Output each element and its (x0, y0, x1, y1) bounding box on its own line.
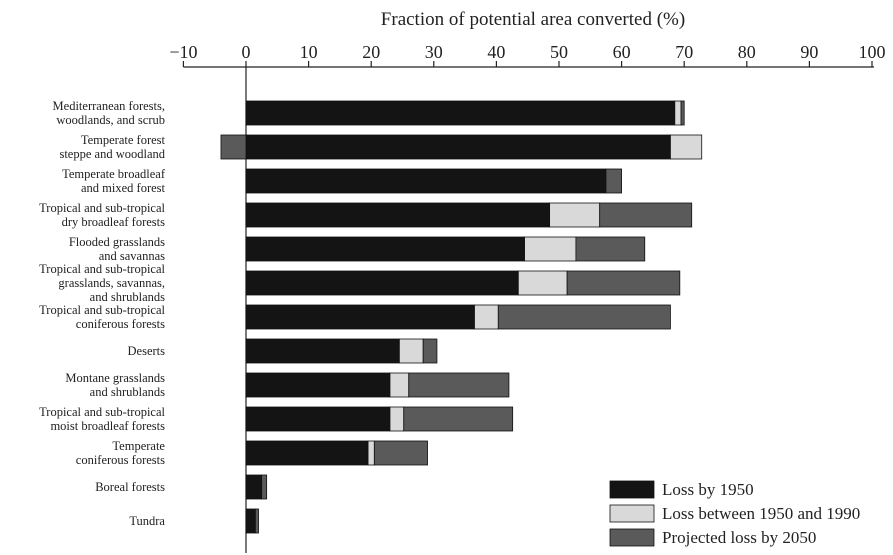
bar-segment (245, 508, 256, 534)
x-axis-ticks: −10 0 10 20 30 40 50 60 70 80 90 100 (169, 42, 886, 553)
bar-segment (245, 270, 519, 296)
bar-segment (245, 202, 551, 228)
bar-segment (261, 474, 268, 500)
bar-segment (389, 372, 410, 398)
category-label: Temperate forest steppe and woodland (59, 133, 165, 161)
bars (220, 100, 703, 534)
bar-segment (389, 406, 405, 432)
category-label: Flooded grasslands and savannas (69, 235, 165, 263)
bar-segment (245, 338, 400, 364)
bar-segment (408, 372, 510, 398)
bar-segment (367, 440, 375, 466)
category-label: Montane grasslands and shrublands (65, 371, 165, 399)
bar-segment (497, 304, 671, 330)
bar-segment (549, 202, 601, 228)
category-label: Tundra (129, 514, 165, 528)
bar-segment (245, 406, 391, 432)
bar-segment (245, 236, 525, 262)
legend-label: Projected loss by 2050 (662, 528, 816, 547)
category-label: Tropical and sub-tropical dry broadleaf f… (39, 201, 165, 229)
bar-segment (680, 100, 685, 126)
bar-segment (245, 304, 475, 330)
bar-segment (245, 474, 263, 500)
bar-segment (517, 270, 568, 296)
legend-label: Loss by 1950 (662, 480, 754, 499)
bar-segment (245, 372, 391, 398)
bar-segment (245, 168, 607, 194)
x-tick-label: 20 (362, 42, 380, 62)
bar-segment (524, 236, 577, 262)
bar-segment (422, 338, 438, 364)
legend-swatch (609, 480, 655, 499)
x-tick-label: 100 (859, 42, 886, 62)
bar-segment (254, 508, 259, 534)
category-label: Tropical and sub-tropical coniferous fore… (39, 303, 165, 331)
x-tick-label: 50 (550, 42, 568, 62)
bar-segment (398, 338, 424, 364)
x-tick-label: 80 (738, 42, 756, 62)
x-axis-title: Fraction of potential area converted (%) (381, 9, 685, 30)
bar-segment (575, 236, 646, 262)
category-label: Temperate broadleaf and mixed forest (62, 167, 166, 195)
category-labels: Mediterranean forests, woodlands, and scr… (39, 99, 166, 528)
legend-swatch (609, 528, 655, 547)
x-tick-label: −10 (169, 42, 197, 62)
legend-label: Loss between 1950 and 1990 (662, 504, 860, 523)
category-label: Tropical and sub-tropical grasslands, sav… (39, 262, 165, 304)
x-tick-label: 60 (613, 42, 631, 62)
category-label: Deserts (128, 344, 166, 358)
x-tick-label: 90 (800, 42, 818, 62)
bar-segment (599, 202, 693, 228)
legend-swatch (609, 504, 655, 523)
legend: Loss by 1950 Loss between 1950 and 1990 Pr… (609, 480, 860, 547)
bar-segment (674, 100, 682, 126)
x-tick-label: 40 (487, 42, 505, 62)
bar-segment (605, 168, 623, 194)
bar-segment-negative (220, 134, 247, 160)
bar-segment (474, 304, 499, 330)
bar-segment (245, 440, 369, 466)
category-label: Mediterranean forests, woodlands, and scr… (53, 99, 165, 127)
x-tick-label: 0 (242, 42, 251, 62)
bar-segment (566, 270, 681, 296)
category-label: Tropical and sub-tropical moist broadleaf… (39, 405, 165, 433)
x-tick-label: 30 (425, 42, 443, 62)
category-label: Temperate coniferous forests (76, 439, 166, 467)
bar-segment (373, 440, 428, 466)
category-label: Boreal forests (95, 480, 165, 494)
bar-segment (245, 100, 676, 126)
x-tick-label: 10 (300, 42, 318, 62)
bar-segment (245, 134, 671, 160)
x-tick-label: 70 (675, 42, 693, 62)
bar-segment (670, 134, 703, 160)
bar-segment (403, 406, 514, 432)
